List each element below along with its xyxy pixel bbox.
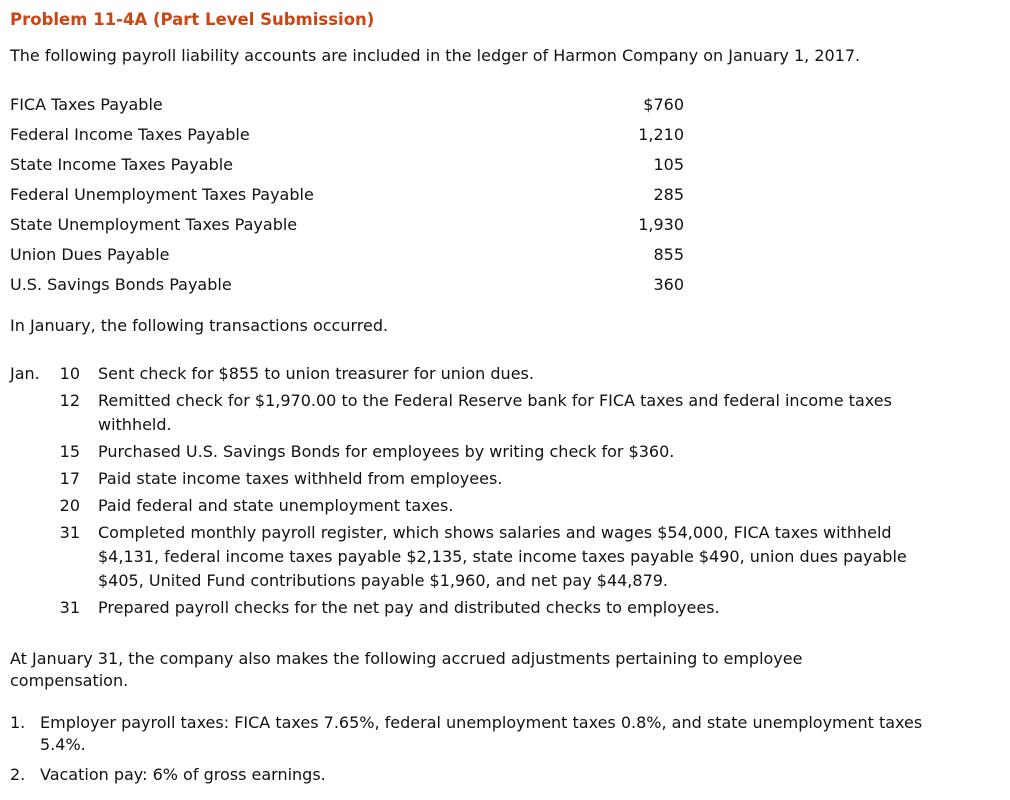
account-amount: 360 <box>653 274 684 294</box>
account-amount: 285 <box>653 184 684 204</box>
transactions-intro: In January, the following transactions o… <box>10 316 389 335</box>
transactions-list: Jan. 10 Sent check for $855 to union tre… <box>10 362 1000 620</box>
adjustment-number: 2. <box>10 765 26 784</box>
transaction-month <box>10 467 56 491</box>
transaction-day: 17 <box>59 469 80 488</box>
account-amount: 1,210 <box>638 124 684 144</box>
table-row: Federal Income Taxes Payable 1,210 <box>10 119 684 149</box>
account-amount: 1,930 <box>638 214 684 234</box>
transaction-description: Sent check for $855 to union treasurer f… <box>98 364 534 383</box>
table-row: State Income Taxes Payable 105 <box>10 149 684 179</box>
table-row: U.S. Savings Bonds Payable 360 <box>10 269 684 299</box>
adjustment-item: 2. Vacation pay: 6% of gross earnings. <box>10 764 1000 786</box>
adjustment-description: Employer payroll taxes: FICA taxes 7.65%… <box>40 713 923 754</box>
adjustment-description: Vacation pay: 6% of gross earnings. <box>40 765 326 784</box>
transaction-item: 31 Prepared payroll checks for the net p… <box>10 596 1000 620</box>
transaction-description: Paid state income taxes withheld from em… <box>98 469 503 488</box>
account-amount: 855 <box>653 244 684 264</box>
transaction-description: Paid federal and state unemployment taxe… <box>98 496 454 515</box>
transaction-day: 12 <box>59 391 80 410</box>
transaction-day: 31 <box>59 523 80 542</box>
account-name: Federal Income Taxes Payable <box>10 124 250 144</box>
transaction-day: 20 <box>59 496 80 515</box>
transaction-item: 17 Paid state income taxes withheld from… <box>10 467 1000 491</box>
transaction-day: 10 <box>59 364 80 383</box>
account-name: State Unemployment Taxes Payable <box>10 214 298 234</box>
table-row: FICA Taxes Payable $760 <box>10 89 684 119</box>
transaction-description: Purchased U.S. Savings Bonds for employe… <box>98 442 675 461</box>
adjustment-item: 1. Employer payroll taxes: FICA taxes 7.… <box>10 712 1000 756</box>
table-row: Union Dues Payable 855 <box>10 239 684 269</box>
transaction-description: Prepared payroll checks for the net pay … <box>98 598 720 617</box>
intro-paragraph: The following payroll liability accounts… <box>10 46 861 65</box>
account-name: Union Dues Payable <box>10 244 170 264</box>
table-row: Federal Unemployment Taxes Payable 285 <box>10 179 684 209</box>
accruals-paragraph: At January 31, the company also makes th… <box>10 649 803 690</box>
table-row: State Unemployment Taxes Payable 1,930 <box>10 209 684 239</box>
account-amount: $760 <box>643 94 684 114</box>
adjustment-number: 1. <box>10 713 26 732</box>
account-name: Federal Unemployment Taxes Payable <box>10 184 314 204</box>
account-amount: 105 <box>653 154 684 174</box>
transaction-description: Completed monthly payroll register, whic… <box>98 523 907 590</box>
transaction-item: 12 Remitted check for $1,970.00 to the F… <box>10 389 1000 437</box>
transaction-month <box>10 521 56 593</box>
transaction-item: Jan. 10 Sent check for $855 to union tre… <box>10 362 1000 386</box>
transaction-item: 31 Completed monthly payroll register, w… <box>10 521 1000 593</box>
adjustments-list: 1. Employer payroll taxes: FICA taxes 7.… <box>10 712 1000 786</box>
account-name: State Income Taxes Payable <box>10 154 234 174</box>
transaction-month <box>10 389 56 437</box>
payroll-liability-accounts-table: FICA Taxes Payable $760 Federal Income T… <box>10 89 684 299</box>
transaction-day: 31 <box>59 598 80 617</box>
transaction-month <box>10 440 56 464</box>
transaction-day: 15 <box>59 442 80 461</box>
transaction-item: 15 Purchased U.S. Savings Bonds for empl… <box>10 440 1000 464</box>
transaction-month <box>10 494 56 518</box>
transaction-item: 20 Paid federal and state unemployment t… <box>10 494 1000 518</box>
account-name: FICA Taxes Payable <box>10 94 163 114</box>
account-name: U.S. Savings Bonds Payable <box>10 274 232 294</box>
transaction-month: Jan. <box>10 364 40 383</box>
transaction-month <box>10 596 56 620</box>
transaction-description: Remitted check for $1,970.00 to the Fede… <box>98 391 892 434</box>
problem-title: Problem 11-4A (Part Level Submission) <box>10 10 375 29</box>
